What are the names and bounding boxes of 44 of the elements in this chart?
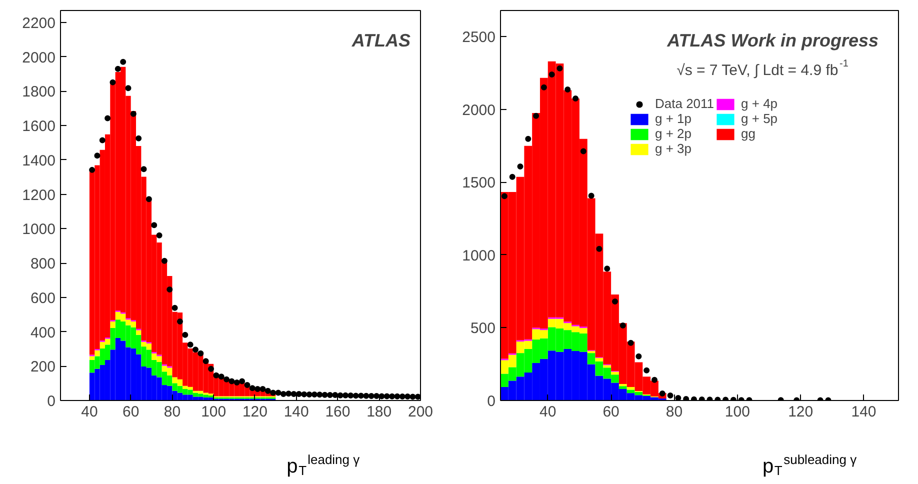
x-tick-label: 200 [408,404,434,420]
legend-label: g + 2p [655,126,692,141]
x-tick-label: 80 [666,404,683,420]
x-tick-label: 140 [851,404,876,420]
x-tick-label: 100 [201,404,226,420]
x-tick-label: 160 [325,404,350,420]
y-tick-label: 400 [30,324,56,342]
y-tick-label: 2200 [22,15,56,32]
x-tick-label: 100 [724,404,750,420]
legend-label: g + 1p [655,111,692,126]
x-tick-label: 60 [122,404,140,420]
legend-label: g + 3p [655,141,692,156]
x-tick-label: 40 [81,404,98,420]
y-tick-label: 800 [30,256,56,273]
y-tick-label: 1500 [462,174,496,192]
x-tick-label: 60 [602,404,620,420]
x-tick-label: 140 [284,404,309,420]
x-axis-title: pTleading γ [286,452,360,478]
x-tick-label: 80 [164,404,181,420]
y-tick-label: 1200 [22,186,56,204]
annotation: ATLAS [350,30,411,50]
y-tick-label: 2000 [22,49,56,66]
y-tick-label: 1000 [22,221,56,238]
x-axis-title: pTsubleading γ [762,452,858,478]
annotation: ATLAS Work in progress [666,30,878,50]
y-tick-label: 500 [470,320,496,338]
y-tick-label: 1000 [462,247,496,264]
y-tick-label: 0 [47,393,56,410]
y-tick-label: 2500 [462,29,496,46]
x-tick-label: 180 [366,404,392,420]
y-tick-label: 200 [30,358,56,376]
y-tick-label: 1600 [22,118,56,136]
x-tick-label: 40 [540,404,556,420]
y-tick-label: 600 [30,290,56,307]
x-tick-label: 120 [788,404,814,420]
y-tick-label: 1800 [22,84,56,101]
y-tick-label: 1400 [22,152,56,170]
legend-label: g + 5p [741,111,778,126]
legend-label: gg [741,126,756,141]
x-tick-label: 120 [242,404,268,420]
legend-label: g + 4p [741,96,778,111]
legend-label: Data 2011 [655,96,714,111]
y-tick-label: 0 [487,393,496,410]
y-tick-label: 2000 [462,102,496,119]
